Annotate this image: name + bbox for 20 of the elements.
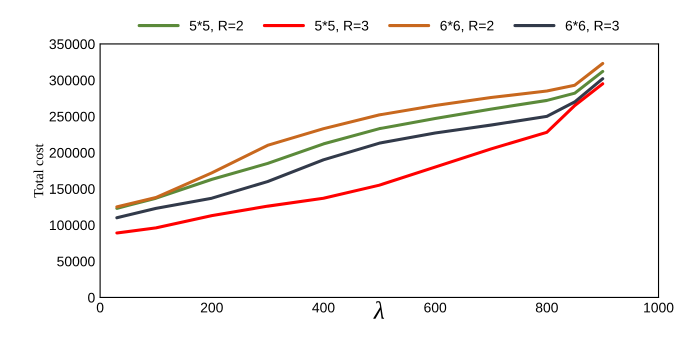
x-tick-label: 1000 [644, 302, 674, 313]
y-tick-label: 50000 [57, 256, 95, 266]
x-tick-label: 0 [96, 302, 104, 313]
legend-label: 6*6, R=2 [440, 20, 494, 32]
x-tick-label: 400 [312, 302, 335, 313]
y-axis-title: Total cost [34, 144, 44, 198]
x-axis-title: λ [373, 301, 384, 319]
y-tick-label: 200000 [50, 148, 95, 158]
y-tick-label: 150000 [50, 184, 95, 194]
y-tick-label: 300000 [49, 75, 95, 86]
x-tick-label: 800 [536, 302, 558, 313]
y-tick-label: 100000 [50, 220, 95, 230]
x-tick-label: 200 [200, 302, 223, 313]
x-tick-label: 600 [424, 302, 446, 313]
legend-label: 5*5, R=2 [190, 20, 243, 32]
legend-label: 5*5, R=3 [315, 20, 368, 32]
legend-label: 6*6, R=3 [566, 20, 619, 32]
y-tick-label: 250000 [50, 112, 95, 122]
y-tick-label: 350000 [49, 39, 95, 50]
y-tick-label: 0 [88, 292, 95, 303]
